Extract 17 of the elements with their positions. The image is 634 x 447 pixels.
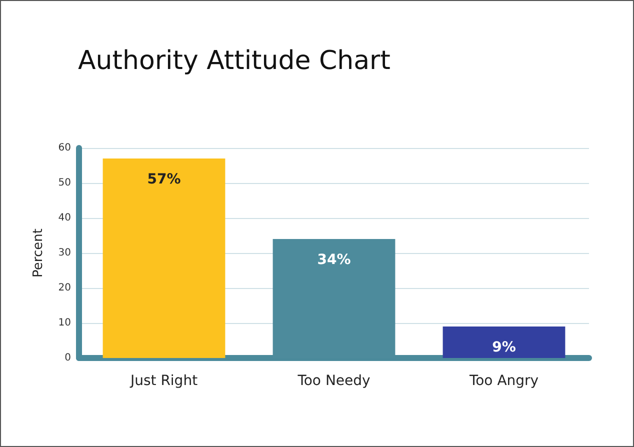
chart-title: Authority Attitude Chart [78, 46, 390, 76]
x-tick-label: Too Needy [296, 373, 370, 389]
data-label: 34% [317, 252, 351, 268]
x-tick-label: Just Right [129, 373, 198, 389]
y-tick-label: 40 [58, 212, 71, 224]
y-tick-label: 20 [58, 282, 71, 294]
y-tick-label: 0 [64, 352, 71, 364]
y-tick-label: 50 [58, 178, 71, 188]
bar [442, 326, 566, 358]
bar [102, 158, 226, 358]
y-axis-title: Percent [31, 228, 46, 278]
y-tick-label: 10 [58, 318, 71, 328]
y-tick-label: 30 [58, 248, 71, 258]
x-tick-label: Too Angry [468, 373, 539, 389]
y-tick-label: 60 [58, 142, 71, 154]
data-label: 57% [147, 172, 181, 188]
data-label: 9% [492, 340, 516, 356]
